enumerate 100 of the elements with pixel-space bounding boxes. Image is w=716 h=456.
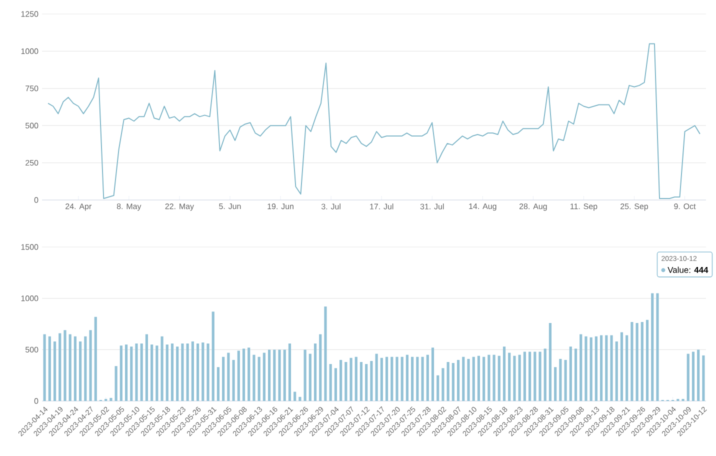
bar — [58, 333, 62, 401]
bar — [191, 341, 194, 401]
bar — [242, 348, 246, 401]
bar — [206, 344, 210, 401]
bar — [252, 354, 256, 401]
bar — [160, 336, 164, 401]
bar — [492, 354, 496, 401]
bar — [354, 356, 358, 401]
bar — [605, 335, 608, 401]
bar — [304, 350, 306, 401]
bar — [559, 358, 562, 401]
bar — [202, 342, 204, 401]
bar — [124, 344, 128, 401]
bar — [431, 348, 434, 401]
bar — [702, 355, 705, 401]
bar — [416, 356, 419, 401]
bar — [232, 360, 235, 401]
bar — [528, 352, 532, 401]
bar — [488, 354, 490, 401]
bar — [227, 352, 230, 401]
bar — [692, 352, 695, 401]
bar — [523, 352, 526, 401]
bar — [68, 334, 72, 401]
annotation: Value: 444 — [668, 266, 708, 273]
bar — [574, 348, 578, 401]
bar — [212, 312, 214, 401]
bar — [258, 356, 260, 401]
bar — [130, 346, 133, 401]
bar — [534, 352, 536, 401]
bar — [74, 336, 76, 401]
bar — [646, 320, 649, 401]
bar — [513, 356, 516, 401]
bar — [170, 344, 174, 401]
bar — [456, 360, 460, 401]
bar — [590, 337, 592, 401]
bar — [262, 352, 266, 401]
bar — [390, 356, 394, 401]
bar — [145, 334, 148, 401]
bar — [406, 354, 409, 401]
bar — [544, 348, 546, 401]
bar — [436, 375, 440, 401]
bar — [538, 352, 542, 401]
bar — [237, 350, 240, 401]
bar — [222, 356, 225, 401]
bar — [94, 316, 97, 401]
bar — [288, 344, 292, 401]
bar — [426, 354, 429, 401]
bar — [385, 356, 388, 401]
bar — [43, 334, 46, 401]
bar — [375, 354, 378, 401]
bar — [329, 364, 332, 401]
bar — [472, 356, 475, 401]
bar — [380, 358, 383, 401]
bar — [548, 322, 552, 401]
bar — [421, 356, 424, 401]
bar — [248, 348, 250, 401]
bar — [181, 344, 184, 401]
bar — [554, 367, 557, 401]
bar — [610, 335, 613, 401]
bar — [84, 336, 87, 401]
bar — [630, 322, 634, 401]
bar — [324, 306, 327, 401]
bar — [626, 335, 628, 401]
bar — [334, 368, 337, 401]
bar — [482, 356, 486, 401]
bar — [584, 336, 588, 401]
bar — [120, 346, 122, 401]
bar — [411, 356, 414, 401]
bar — [569, 346, 572, 401]
bar — [498, 356, 500, 401]
bar — [64, 330, 66, 401]
bar — [196, 344, 200, 401]
bar — [400, 356, 404, 401]
bar — [48, 336, 51, 401]
bar — [89, 330, 92, 401]
bar — [319, 334, 322, 401]
bar — [79, 341, 82, 401]
bar — [656, 293, 659, 401]
bar — [442, 368, 444, 401]
bar — [580, 334, 582, 401]
bar — [283, 350, 286, 401]
bar — [620, 332, 624, 401]
bar — [462, 356, 465, 401]
bar — [298, 396, 302, 401]
bar — [518, 354, 521, 401]
bar — [452, 363, 454, 401]
bar — [294, 392, 296, 401]
bar — [53, 341, 56, 401]
bar — [216, 367, 220, 401]
bar — [686, 354, 690, 401]
bar — [360, 362, 363, 401]
bar — [477, 356, 480, 401]
bar — [110, 398, 112, 401]
bar — [350, 358, 352, 401]
bar — [273, 350, 276, 401]
bar — [564, 360, 567, 401]
bar — [186, 344, 189, 401]
bar — [340, 360, 342, 401]
bar — [176, 346, 179, 401]
bar — [651, 293, 654, 401]
